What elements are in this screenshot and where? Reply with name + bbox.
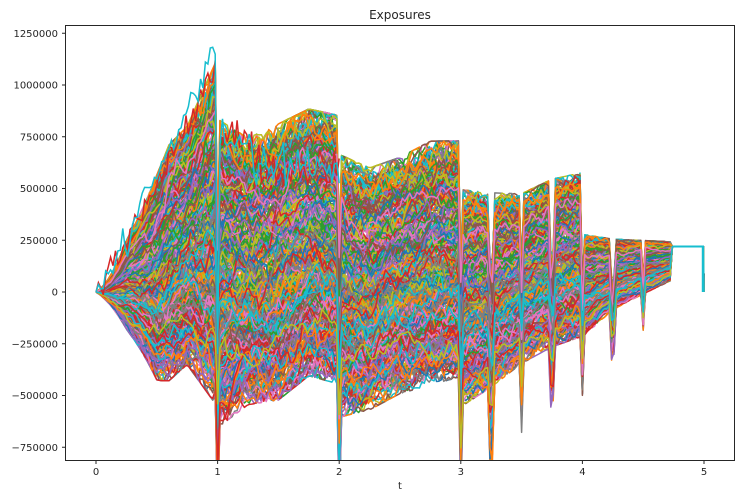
x-tick-label: 0 (93, 467, 99, 478)
exposure-path (95, 245, 705, 460)
exposure-path (95, 245, 705, 416)
exposure-path-tail (673, 245, 704, 292)
exposure-path (95, 245, 705, 410)
x-tick-label: 4 (579, 467, 585, 478)
y-tick-label: −250000 (11, 339, 58, 350)
y-tick-label: −500000 (11, 391, 58, 402)
exposure-paths (95, 46, 705, 460)
y-tick-label: 0 (52, 288, 58, 299)
exposure-path (95, 229, 705, 379)
x-tick-label: 2 (336, 467, 342, 478)
y-tick-label: 1250000 (13, 29, 58, 40)
chart-title: Exposures (369, 8, 431, 22)
y-tick-label: 250000 (20, 236, 58, 247)
x-axis: 0 1 2 3 4 5 (93, 460, 707, 478)
x-tick-label: 3 (458, 467, 464, 478)
y-tick-label: 1000000 (13, 81, 58, 92)
y-tick-label: 500000 (20, 184, 58, 195)
exposure-path (95, 245, 705, 460)
plot-frame (65, 25, 735, 461)
x-tick-label: 5 (701, 467, 707, 478)
y-axis: 1250000 1000000 750000 500000 250000 0 −250000… (11, 29, 66, 454)
x-tick-label: 1 (214, 467, 220, 478)
exposure-path-peak (95, 46, 340, 355)
y-tick-label: 750000 (20, 132, 58, 143)
exposure-path (95, 245, 705, 460)
exposure-path (95, 245, 705, 379)
y-tick-label: −750000 (11, 443, 58, 454)
x-axis-label: t (398, 481, 402, 492)
exposure-path (95, 245, 705, 449)
